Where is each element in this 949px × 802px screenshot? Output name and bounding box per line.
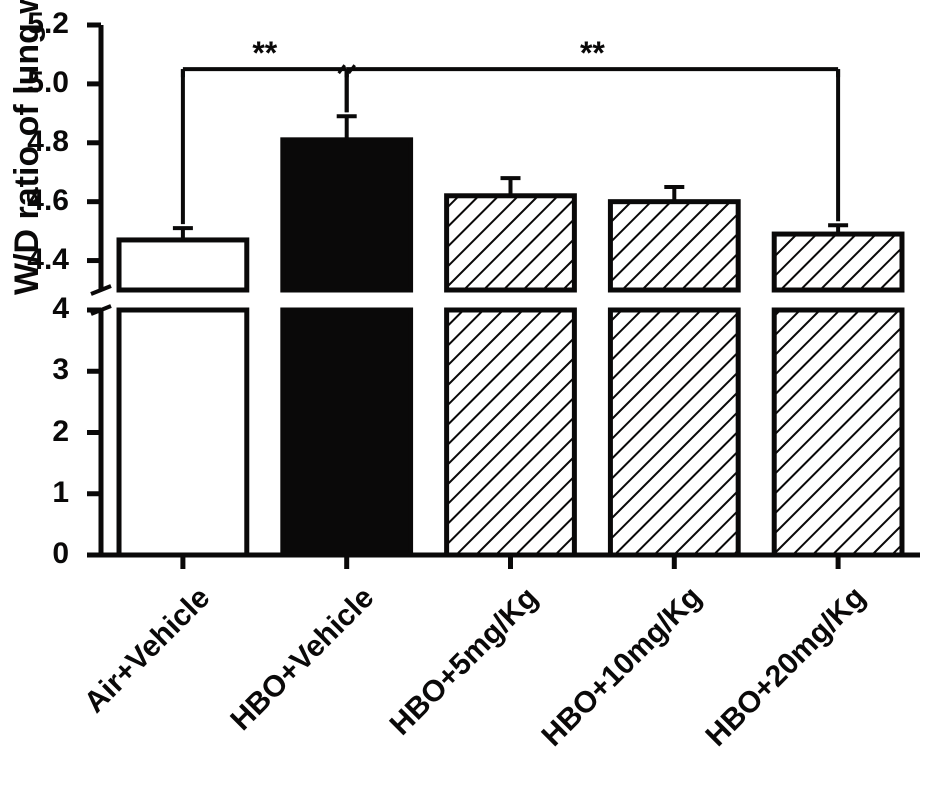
- significance-label: **: [245, 35, 285, 72]
- bar-lower: [447, 310, 575, 555]
- bar-chart: [0, 0, 949, 802]
- y-tick-label: 4.4: [9, 243, 69, 277]
- y-tick-label: 1: [9, 476, 69, 510]
- significance-label: **: [572, 35, 612, 72]
- bar-upper: [283, 140, 411, 290]
- y-tick-label: 2: [9, 415, 69, 449]
- y-tick-label: 4: [9, 292, 69, 326]
- y-tick-label: 0: [9, 537, 69, 571]
- bar-upper: [774, 234, 902, 290]
- bar-upper: [119, 240, 247, 290]
- bar-lower: [119, 310, 247, 555]
- bar-lower: [283, 310, 411, 555]
- bar-lower: [774, 310, 902, 555]
- bar-upper: [610, 202, 738, 290]
- bar-lower: [610, 310, 738, 555]
- y-tick-label: 5.2: [9, 7, 69, 41]
- bar-upper: [447, 196, 575, 290]
- y-tick-label: 4.8: [9, 125, 69, 159]
- chart-container: W/D ratio of lung weight 012344.44.64.85…: [0, 0, 949, 802]
- y-tick-label: 3: [9, 353, 69, 387]
- y-tick-label: 5.0: [9, 66, 69, 100]
- y-tick-label: 4.6: [9, 184, 69, 218]
